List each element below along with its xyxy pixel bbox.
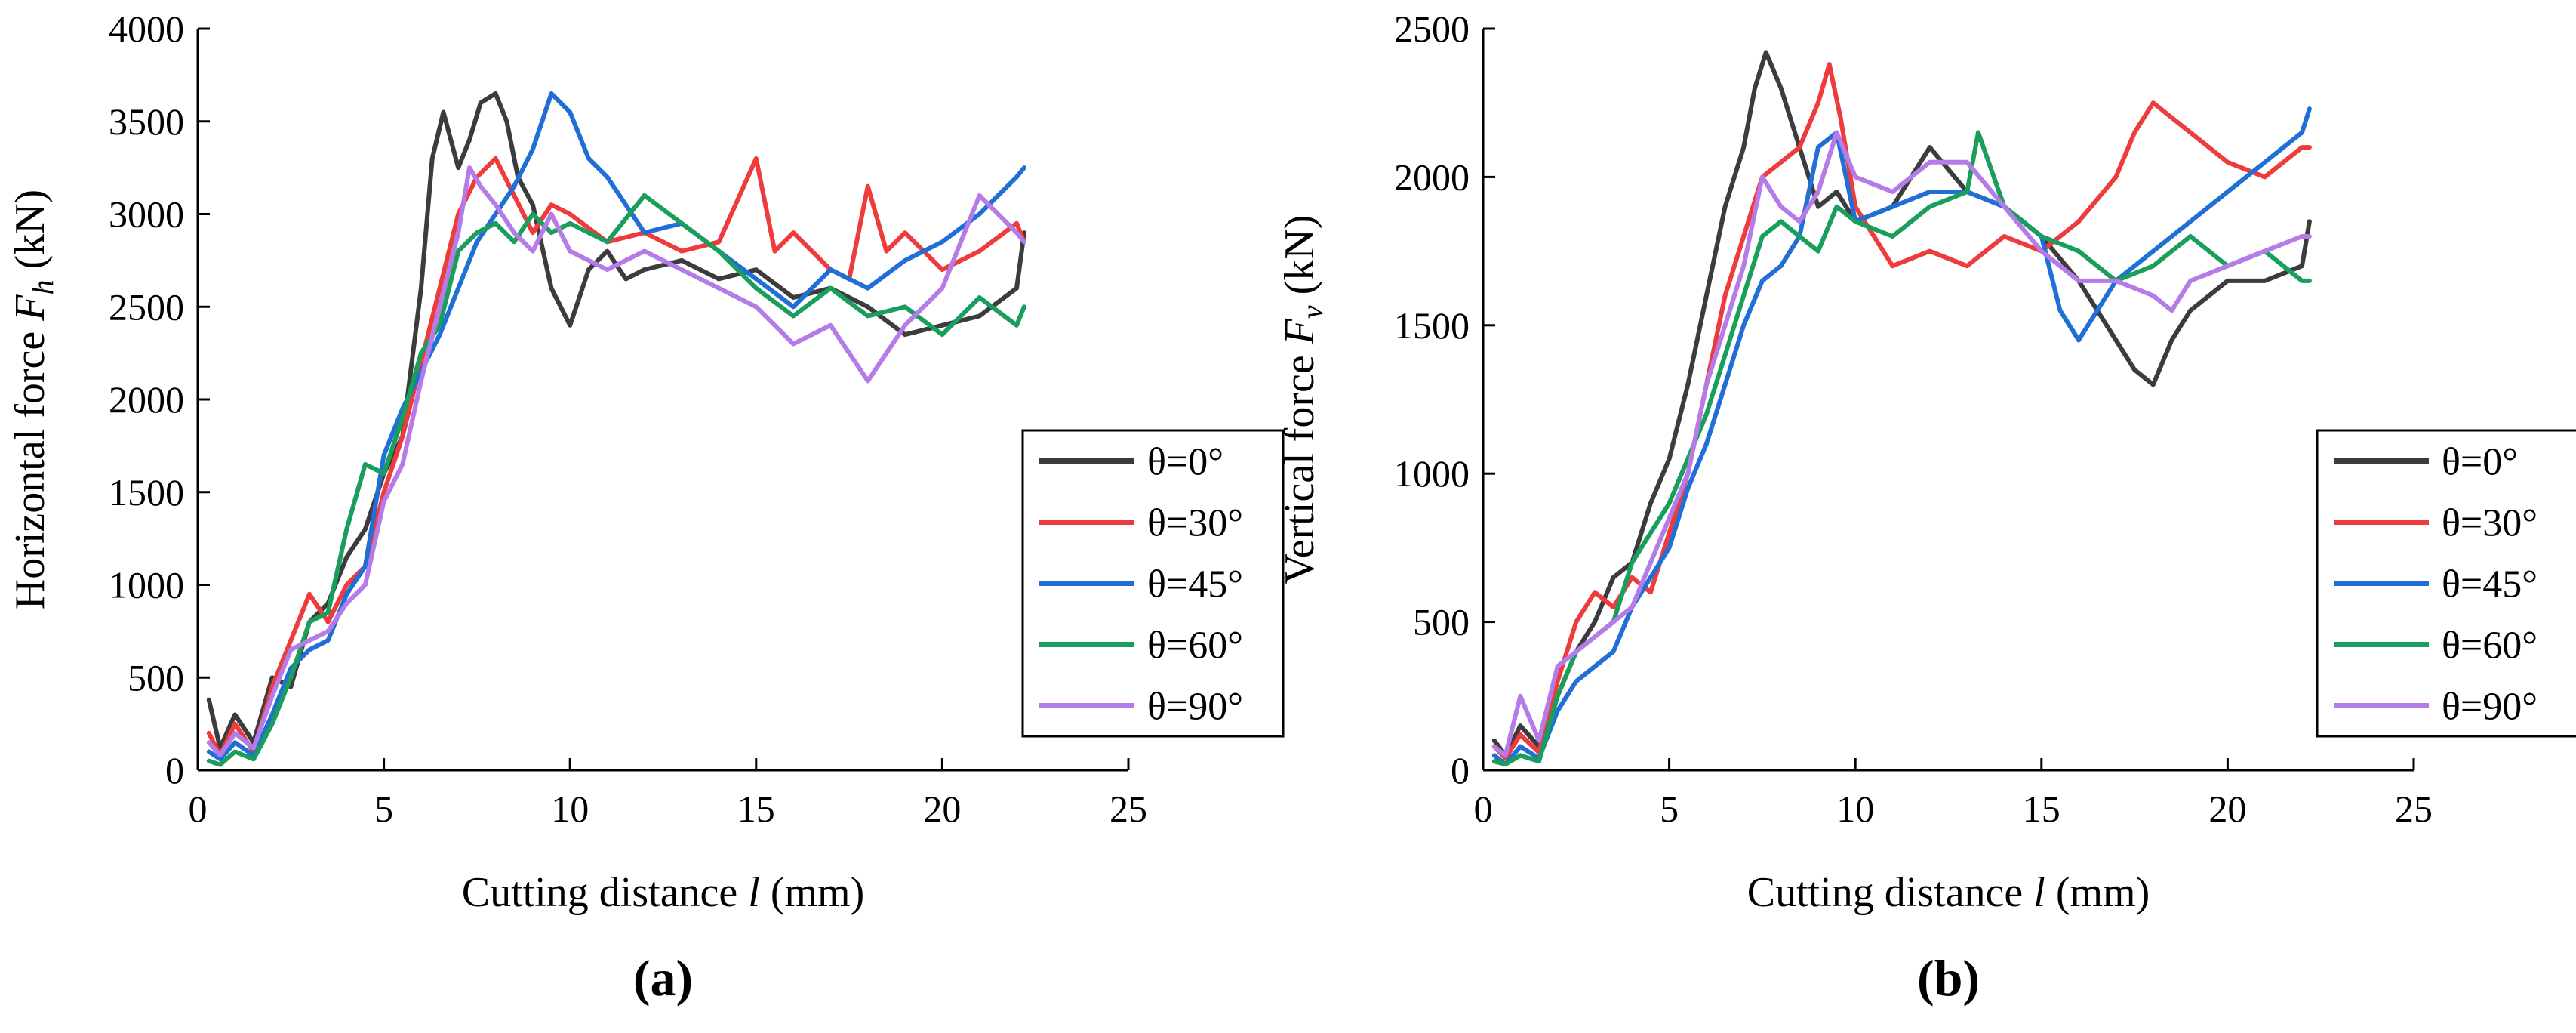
y-axis-label: Vertical force Fv (kN) (1276, 215, 1329, 584)
legend-label-2: θ=45° (1147, 563, 1243, 606)
legend-label-3: θ=60° (2442, 624, 2538, 668)
series-line-2 (206, 91, 1026, 762)
series-line-1 (206, 156, 1026, 758)
y-tick-label: 500 (1413, 601, 1470, 643)
chart-panel-b: 0 500 1000 1500 2000 2500 0 5 10 15 20 25 Cutting di… (1276, 8, 2576, 1007)
x-tick-label: 10 (1836, 788, 1874, 830)
legend-label-2: θ=45° (2442, 563, 2538, 606)
x-tick-label: 0 (1474, 788, 1493, 830)
y-tick-label: 1500 (109, 471, 184, 513)
series-line-4 (206, 165, 1026, 758)
y-tick-label: 1000 (1394, 452, 1470, 495)
legend-label-4: θ=90° (1147, 686, 1243, 729)
legend-label-1: θ=30° (2442, 502, 2538, 545)
y-tick-label: 500 (128, 656, 184, 698)
legend: θ=0° θ=30° θ=45° θ=60° θ=90° (1021, 429, 1285, 738)
y-tick-label: 2500 (109, 285, 184, 328)
series-line-3 (206, 193, 1026, 767)
chart-panel-a: 0 500 1000 1500 2000 2500 3000 3500 4000 0 5 10 15 20… (7, 8, 1285, 1007)
legend-label-3: θ=60° (1147, 624, 1243, 668)
series-line-3 (1491, 130, 2312, 767)
y-tick-label: 2500 (1394, 8, 1470, 50)
x-tick-label: 0 (189, 788, 208, 830)
x-tick-label: 25 (2395, 788, 2433, 830)
y-tick-label: 1000 (109, 564, 184, 606)
y-axis-label: Horizontal force Fh (kN) (7, 190, 60, 609)
y-tick-label: 0 (165, 749, 184, 791)
x-axis-label: Cutting distance l (mm) (462, 869, 865, 916)
legend-label-0: θ=0° (1147, 441, 1223, 484)
y-tick-label: 3000 (109, 193, 184, 236)
x-tick-label: 20 (2208, 788, 2246, 830)
series-line-2 (1491, 106, 2312, 767)
series-line-4 (1491, 130, 2312, 758)
x-tick-label: 15 (2023, 788, 2060, 830)
legend-box (1021, 429, 1285, 738)
y-tick-label: 2000 (1394, 156, 1470, 198)
series-line-1 (1491, 62, 2312, 761)
legend: θ=0° θ=30° θ=45° θ=60° θ=90° (2316, 429, 2576, 738)
x-tick-label: 15 (737, 788, 775, 830)
series-line-0 (206, 91, 1026, 751)
legend-label-0: θ=0° (2442, 441, 2518, 484)
x-tick-label: 5 (1660, 788, 1679, 830)
x-tick-label: 5 (374, 788, 393, 830)
y-tick-label: 4000 (109, 8, 184, 50)
y-tick-label: 1500 (1394, 304, 1470, 347)
y-tick-label: 2000 (109, 378, 184, 421)
panel-label: (a) (633, 949, 693, 1007)
legend-label-4: θ=90° (2442, 686, 2538, 729)
x-tick-label: 10 (551, 788, 589, 830)
panel-label: (b) (1917, 949, 1980, 1007)
y-tick-label: 3500 (109, 100, 184, 143)
legend-label-1: θ=30° (1147, 502, 1243, 545)
x-tick-label: 20 (923, 788, 961, 830)
series-line-0 (1491, 50, 2312, 758)
y-tick-label: 0 (1451, 749, 1470, 791)
x-tick-label: 25 (1109, 788, 1147, 830)
x-axis-label: Cutting distance l (mm) (1747, 869, 2150, 916)
